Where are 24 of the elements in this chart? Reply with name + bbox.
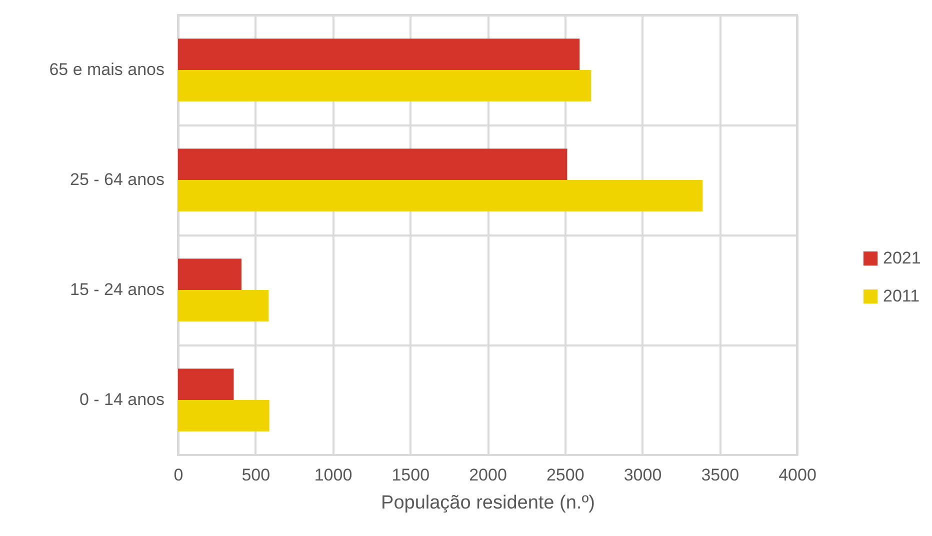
legend-label: 2011 <box>883 286 920 306</box>
x-tick-label: 4000 <box>778 466 816 484</box>
y-tick-label: 0 - 14 anos <box>79 390 164 409</box>
bar <box>178 290 269 322</box>
x-tick-label: 0 <box>174 466 184 484</box>
bar <box>178 148 568 180</box>
x-tick-label: 3000 <box>624 466 662 484</box>
y-tick-label: 65 e mais anos <box>49 60 164 79</box>
x-axis-title: População residente (n.º) <box>381 492 595 514</box>
x-tick-label: 2000 <box>469 466 507 484</box>
bar <box>178 258 242 290</box>
bar <box>178 38 580 70</box>
bar <box>178 368 234 400</box>
y-tick-label: 15 - 24 anos <box>70 280 164 299</box>
bar <box>178 180 703 212</box>
bar <box>178 400 270 432</box>
x-tick-label: 3500 <box>701 466 740 484</box>
legend-label: 2021 <box>883 248 921 268</box>
x-tick-label: 1500 <box>392 466 430 484</box>
y-tick-label: 25 - 64 anos <box>70 170 164 189</box>
x-tick-label: 500 <box>242 466 270 484</box>
x-tick-label: 1000 <box>314 466 352 484</box>
bar <box>178 70 592 102</box>
x-tick-label: 2500 <box>546 466 584 484</box>
